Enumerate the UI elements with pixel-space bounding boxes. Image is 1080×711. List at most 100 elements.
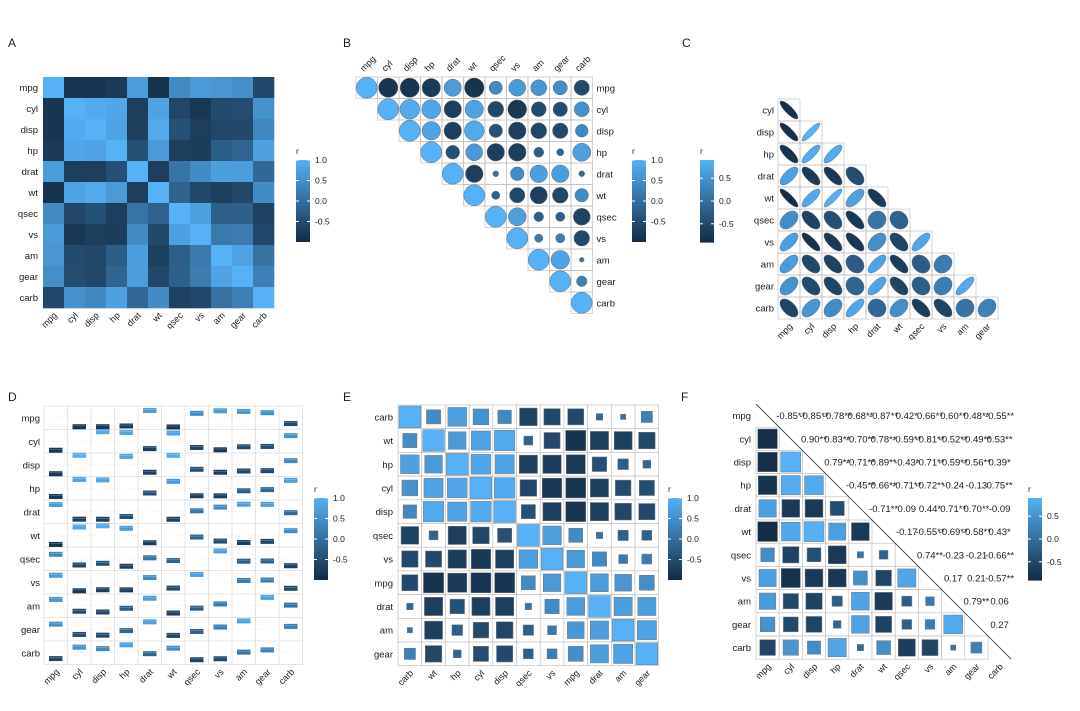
- corr-bar: [143, 446, 157, 452]
- corr-square: [565, 430, 587, 451]
- y-tick-label-am: am: [25, 251, 38, 262]
- heatmap-cell: [106, 245, 128, 267]
- legend-tick-label: 0.5: [315, 176, 327, 186]
- corr-circle: [420, 141, 442, 163]
- corr-square: [422, 429, 445, 452]
- corr-circle: [492, 170, 499, 177]
- corr-square: [590, 644, 609, 664]
- corr-number-label: -0.66**: [985, 550, 1014, 561]
- corr-circle: [508, 143, 527, 162]
- panel-F: F-0.85**-0.85**-0.78**0.68**-0.87**0.42*…: [681, 390, 1062, 682]
- x-tick-label-hp: hp: [449, 668, 463, 682]
- legend-colorbar-step: [1028, 565, 1042, 569]
- heatmap-cell: [211, 287, 233, 309]
- corr-number-label: -0.23: [942, 550, 964, 561]
- heatmap-cell: [232, 203, 254, 225]
- heatmap-cell: [127, 161, 149, 183]
- heatmap-cell: [253, 266, 275, 288]
- y-tick-label-drat: drat: [735, 504, 752, 515]
- legend-colorbar-step: [1028, 573, 1042, 577]
- corr-square: [781, 568, 801, 588]
- heatmap-cell: [127, 140, 149, 162]
- corr-square: [448, 431, 467, 450]
- corr-bar: [284, 510, 298, 516]
- corr-circle: [488, 123, 503, 138]
- x-tick-label-drat: drat: [864, 321, 882, 339]
- legend-colorbar-step: [700, 219, 714, 223]
- corr-bar: [119, 563, 133, 569]
- corr-bar: [143, 540, 157, 546]
- legend-colorbar-step: [1028, 567, 1042, 571]
- heatmap-cell: [85, 245, 107, 267]
- y-tick-label-vs: vs: [597, 234, 607, 245]
- corr-square: [542, 454, 562, 474]
- x-tick-label-cyl: cyl: [802, 321, 817, 336]
- corr-circle: [574, 188, 589, 203]
- circle-marks: [356, 77, 593, 314]
- corr-square: [897, 568, 917, 588]
- corr-bar: [213, 504, 227, 510]
- corr-square: [543, 432, 561, 449]
- corr-square: [566, 597, 585, 616]
- corr-number-label: 0.90**: [801, 434, 827, 445]
- corr-square: [523, 648, 534, 660]
- legend-colorbar-step: [1028, 508, 1042, 511]
- y-tick-label-wt: wt: [30, 531, 41, 542]
- legend-colorbar-step: [700, 229, 714, 233]
- corr-number-label: -0.21: [966, 550, 988, 561]
- y-tick-label-cyl: cyl: [381, 483, 393, 494]
- x-tick-label-vs: vs: [544, 668, 558, 682]
- corr-square: [874, 592, 893, 611]
- corr-square: [805, 616, 823, 633]
- legend-colorbar-step: [1028, 541, 1042, 544]
- corr-number-label: -0.85**: [799, 411, 828, 422]
- x-tick-label-mpg: mpg: [562, 668, 581, 687]
- corr-square: [449, 598, 465, 614]
- corr-square: [639, 574, 655, 591]
- color-legend: r 1.0 0.5 0.0 -0.5: [314, 484, 348, 580]
- heatmap-cell: [43, 224, 65, 246]
- corr-square: [471, 597, 491, 616]
- x-tick-label-gear: gear: [228, 310, 248, 330]
- corr-circle: [533, 211, 544, 222]
- corr-square: [614, 503, 632, 521]
- corr-circle: [465, 164, 484, 183]
- corr-square: [401, 574, 419, 592]
- corr-square: [494, 430, 516, 452]
- corr-bar: [260, 487, 274, 493]
- corr-square: [568, 528, 584, 543]
- corr-number-label: 0.48**: [963, 411, 989, 422]
- x-tick-label-vs: vs: [935, 321, 949, 335]
- y-tick-label-hp: hp: [382, 460, 393, 471]
- heatmap-cell: [211, 77, 233, 99]
- corr-square: [638, 503, 656, 521]
- corr-square: [970, 641, 983, 654]
- corr-number-label: -0.70**: [846, 434, 875, 445]
- heatmap-cell: [127, 224, 149, 246]
- corr-square: [638, 432, 656, 450]
- corr-square: [567, 646, 584, 662]
- legend-tick-label: -0.5: [687, 555, 702, 565]
- corr-ellipse: [845, 210, 865, 230]
- corr-circle: [443, 100, 462, 119]
- corr-bar: [166, 430, 180, 436]
- corr-square: [565, 454, 586, 475]
- legend-colorbar-step: [1028, 498, 1042, 501]
- heatmap-cell: [106, 119, 128, 141]
- corr-circle: [442, 163, 464, 185]
- corr-square: [635, 642, 658, 665]
- corr-bar: [213, 601, 227, 607]
- y-tick-label-gear: gear: [597, 277, 616, 288]
- heatmap-cell: [127, 203, 149, 225]
- legend-tick-label: -0.5: [315, 217, 330, 227]
- corr-bar: [213, 469, 227, 475]
- legend-colorbar-step: [700, 176, 714, 180]
- corr-bar: [166, 610, 180, 616]
- x-tick-label-vs: vs: [192, 310, 206, 324]
- corr-circle: [575, 124, 589, 138]
- y-tick-label-wt: wt: [764, 194, 775, 205]
- legend-colorbar-step: [1028, 516, 1042, 520]
- corr-bar: [284, 458, 298, 464]
- corr-square: [542, 573, 562, 592]
